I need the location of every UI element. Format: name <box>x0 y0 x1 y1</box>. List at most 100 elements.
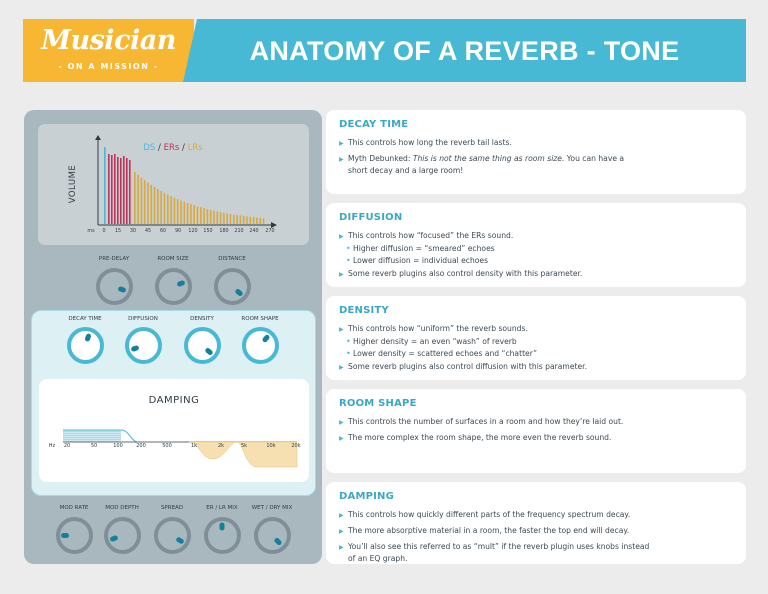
reflection-bar <box>104 147 106 224</box>
x-tick-label: 60 <box>160 228 166 234</box>
reflection-bar <box>170 196 172 224</box>
reflection-bar <box>137 174 139 224</box>
bullet: ▶ Some reverb plugins also control densit… <box>339 268 583 278</box>
damping-tick-label: 10k <box>266 443 275 449</box>
er-lr-mix-knob[interactable] <box>203 517 241 554</box>
reflection-bar <box>252 217 255 224</box>
knob-indicator <box>84 332 92 342</box>
bullet: ▶ Some reverb plugins also control diffus… <box>339 361 587 371</box>
y-axis-label: VOLUME <box>68 165 78 204</box>
reflection-bar <box>163 192 166 224</box>
knob-label: WET / DRY MIX <box>251 505 293 511</box>
bullet: ▶ Myth Debunked: This is not the same thi… <box>339 154 625 175</box>
knob-indicator <box>273 537 283 547</box>
reflection-bar <box>114 154 116 224</box>
knob-label: SPREAD <box>160 505 184 511</box>
reflection-bar <box>117 157 119 224</box>
reflection-bar <box>123 156 125 224</box>
bullet: ▶ The more complex the room shape, the mo… <box>339 433 612 442</box>
card-damping: DAMPING ▶ This controls how quickly differ… <box>326 482 746 564</box>
bullet-icon: ▶ <box>339 528 344 535</box>
damping-dip-high <box>236 441 298 468</box>
bullet: ▶ This controls how “focused” the ERs sou… <box>339 231 514 240</box>
reflection-bar <box>203 208 205 224</box>
room-size-knob[interactable] <box>154 268 192 305</box>
distance-knob[interactable] <box>213 268 251 305</box>
reflection-bar <box>126 158 128 224</box>
knob-label: DENSITY <box>190 316 214 322</box>
damping-curve-low <box>63 429 138 443</box>
wet-dry-mix-knob[interactable] <box>253 517 291 554</box>
x-axis-arrow <box>271 222 277 228</box>
reflection-bar <box>173 197 176 224</box>
reflection-bar <box>134 172 136 224</box>
x-tick-label: ms <box>87 229 95 234</box>
bullet: ▶ This controls the number of surfaces in… <box>339 417 624 426</box>
reflection-bar <box>180 200 182 224</box>
reflection-bar <box>108 154 110 224</box>
knob-indicator <box>117 285 128 294</box>
bullet-icon: ▶ <box>339 544 344 551</box>
knob-label: PRE-DELAY <box>98 256 130 262</box>
reflection-bar <box>262 218 265 224</box>
reflection-bar <box>193 205 195 224</box>
diffusion-knob[interactable] <box>124 327 162 364</box>
bullet-icon: • <box>346 256 351 265</box>
reflection-bar <box>196 206 199 224</box>
reflection-bar <box>190 204 192 224</box>
bullet-icon: ▶ <box>339 156 344 163</box>
reflection-bar <box>216 211 219 224</box>
reflections-visualizer: VOLUME DS / ERs / LRs ms 0 15 30 45 60 90 120 150 1… <box>38 124 309 245</box>
bullet-icon: ▶ <box>339 326 344 333</box>
reflection-bar <box>213 210 215 224</box>
y-axis-arrow <box>95 135 101 140</box>
bullet-icon: • <box>346 349 351 358</box>
reflection-bar <box>186 202 189 224</box>
bullet-icon: • <box>346 243 351 253</box>
bullet-icon: ▶ <box>339 419 344 426</box>
reflection-bar <box>176 199 179 224</box>
density-knob[interactable] <box>183 327 221 364</box>
reflection-bar <box>242 215 245 224</box>
logo-main-text: Musician <box>41 25 176 56</box>
reflection-bar <box>209 209 212 224</box>
knob-label: DIFFUSION <box>128 316 158 322</box>
mod-depth-knob[interactable] <box>103 517 141 554</box>
damping-tick-label: 1k <box>191 443 197 449</box>
sub-bullet: • Higher diffusion = “smeared” echoes <box>346 243 495 253</box>
damping-tick-label: 20k <box>291 443 300 449</box>
damping-eq-graph: Hz 20 50 100 200 500 1k 2k 5k 10k 20k <box>49 429 301 468</box>
knob-label: MOD DEPTH <box>105 505 139 511</box>
musician-on-a-mission-logo: Musician - ON A MISSION - <box>23 19 194 82</box>
card-density: DENSITY ▶ This controls how “uniform” the … <box>326 296 746 380</box>
reflection-bar <box>233 214 235 224</box>
x-tick-label: 30 <box>130 228 136 234</box>
knob-indicator <box>129 344 140 353</box>
damping-panel: DAMPING Hz 20 50 100 200 500 1k 2k 5k 10k 20k <box>39 379 309 482</box>
knob-indicator <box>234 287 244 297</box>
x-tick-label: 45 <box>145 228 151 234</box>
card-diffusion: DIFFUSION ▶ This controls how “focused” th… <box>326 203 746 287</box>
sub-bullet: • Higher density = an even “wash” of reve… <box>346 336 517 346</box>
knob-label: ROOM SHAPE <box>241 316 279 322</box>
reflection-bar <box>147 182 149 224</box>
damping-tick-label: 2k <box>218 443 224 449</box>
spread-knob[interactable] <box>153 517 191 554</box>
bullet-icon: ▶ <box>339 233 344 240</box>
sub-bullet: • Lower density = scattered echoes and “c… <box>346 349 538 358</box>
reflection-bar <box>206 209 209 224</box>
x-tick-label: 150 <box>203 228 212 234</box>
card-title: DECAY TIME <box>339 119 409 130</box>
pre-delay-knob[interactable] <box>95 268 133 305</box>
bullet-icon: ▶ <box>339 435 344 442</box>
bullet: ▶ This controls how long the reverb tail … <box>339 138 512 147</box>
reflection-bar <box>239 215 242 224</box>
knob-indicator <box>176 279 187 288</box>
decay-time-knob[interactable] <box>66 327 104 364</box>
bullet: ▶ This controls how quickly different par… <box>339 510 631 519</box>
bullet: ▶ The more absorptive material in a room,… <box>339 526 630 535</box>
reflection-bar <box>183 201 186 224</box>
mod-rate-knob[interactable] <box>55 517 93 554</box>
x-tick-label: 270 <box>265 228 274 234</box>
room-shape-knob[interactable] <box>241 327 279 364</box>
